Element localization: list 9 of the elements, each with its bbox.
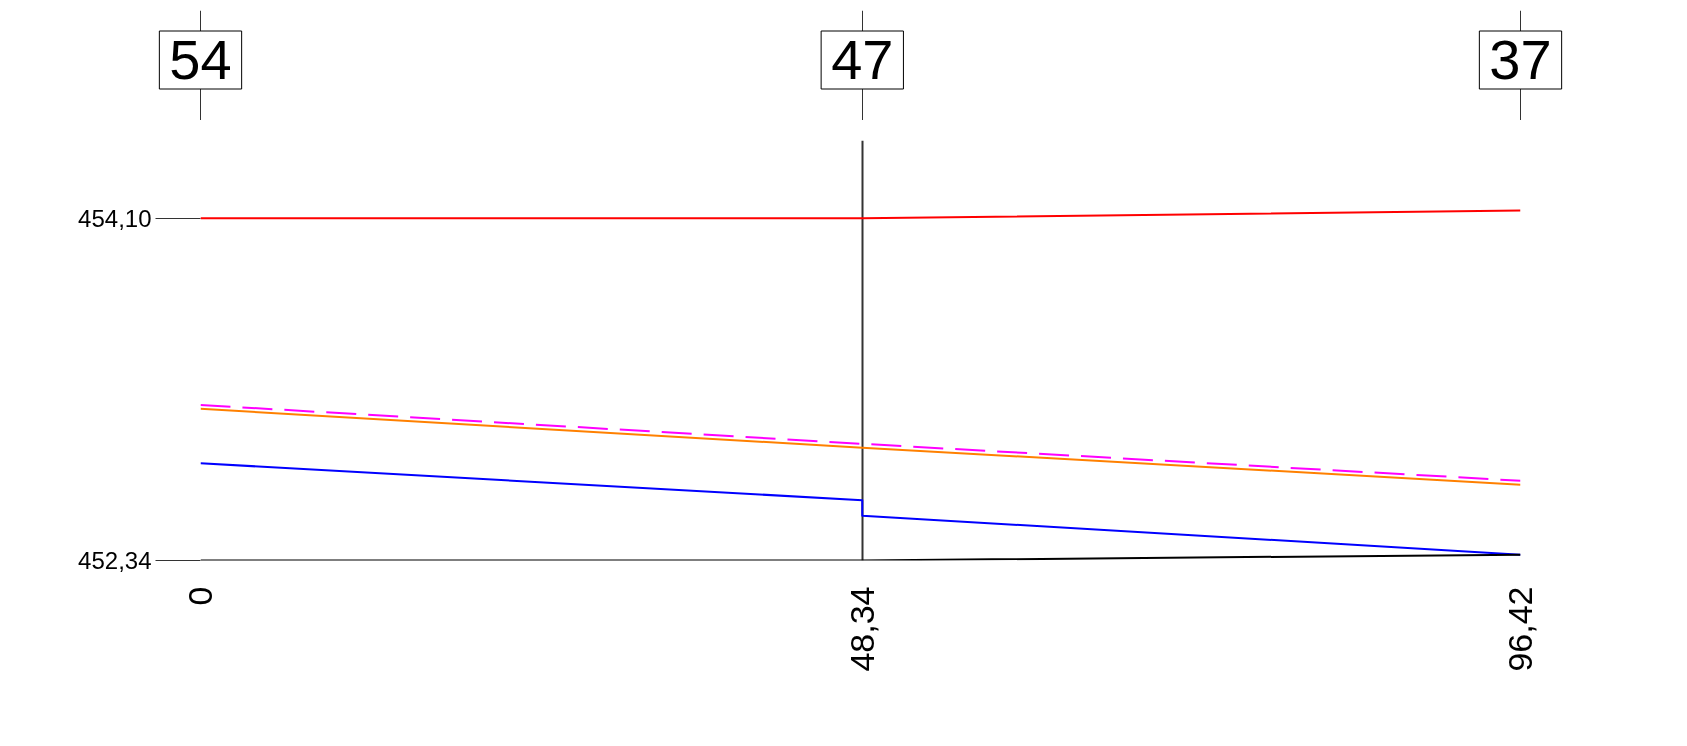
- x-tick-label: 48,34: [842, 586, 881, 672]
- y-tick-label: 452,34: [78, 547, 152, 574]
- x-tick-label: 0: [181, 586, 219, 606]
- text: 37: [1489, 28, 1552, 91]
- text: 47: [831, 28, 894, 91]
- line-series: [200, 462, 1521, 556]
- x-tick-label: 96,42: [1501, 586, 1539, 672]
- text: 54: [169, 28, 232, 91]
- y-tick-label: 454,10: [78, 204, 152, 232]
